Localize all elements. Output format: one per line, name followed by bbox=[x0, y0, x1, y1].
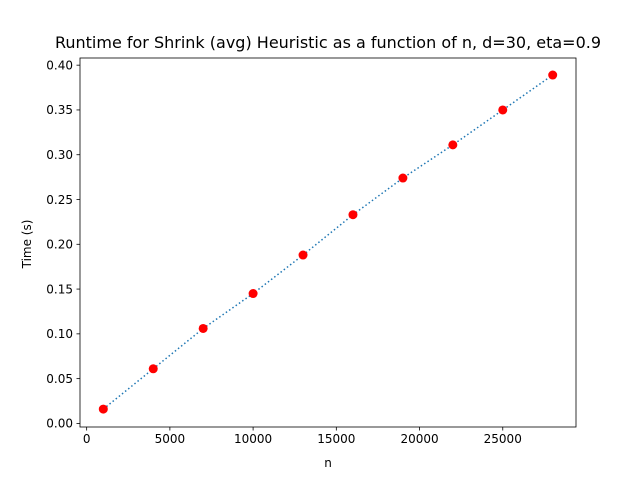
data-point bbox=[398, 173, 408, 183]
data-point bbox=[298, 250, 308, 260]
axes-frame bbox=[79, 57, 577, 428]
y-tick-label: 0.15 bbox=[46, 282, 73, 296]
y-tick-label: 0.30 bbox=[46, 148, 73, 162]
y-tick-label: 0.35 bbox=[46, 103, 73, 117]
data-point bbox=[498, 105, 508, 115]
series-line bbox=[102, 74, 554, 410]
x-tick-label: 10000 bbox=[234, 432, 272, 446]
x-tick-label: 25000 bbox=[484, 432, 522, 446]
x-tick-label: 15000 bbox=[317, 432, 355, 446]
data-point bbox=[98, 404, 108, 414]
y-tick-label: 0.10 bbox=[46, 327, 73, 341]
y-tick-label: 0.40 bbox=[46, 58, 73, 72]
x-tick-label: 0 bbox=[83, 432, 91, 446]
data-point bbox=[448, 140, 458, 150]
data-point bbox=[348, 210, 358, 220]
data-point bbox=[148, 364, 158, 374]
y-axis-label: Time (s) bbox=[20, 220, 34, 270]
plot-area: 0 5000 10000 15000 20000 25000 0.00 0.05 0.10 0.1… bbox=[46, 57, 577, 446]
data-point bbox=[198, 323, 208, 333]
x-axis-label: n bbox=[324, 456, 332, 470]
y-tick-label: 0.20 bbox=[46, 238, 73, 252]
y-tick-label: 0.05 bbox=[46, 372, 73, 386]
y-tick-label: 0.25 bbox=[46, 193, 73, 207]
data-point bbox=[248, 289, 258, 299]
x-tick-label: 20000 bbox=[400, 432, 438, 446]
x-tick-label: 5000 bbox=[155, 432, 186, 446]
chart-title: Runtime for Shrink (avg) Heuristic as a … bbox=[55, 33, 601, 52]
data-point bbox=[548, 70, 558, 80]
y-tick-label: 0.00 bbox=[46, 417, 73, 431]
